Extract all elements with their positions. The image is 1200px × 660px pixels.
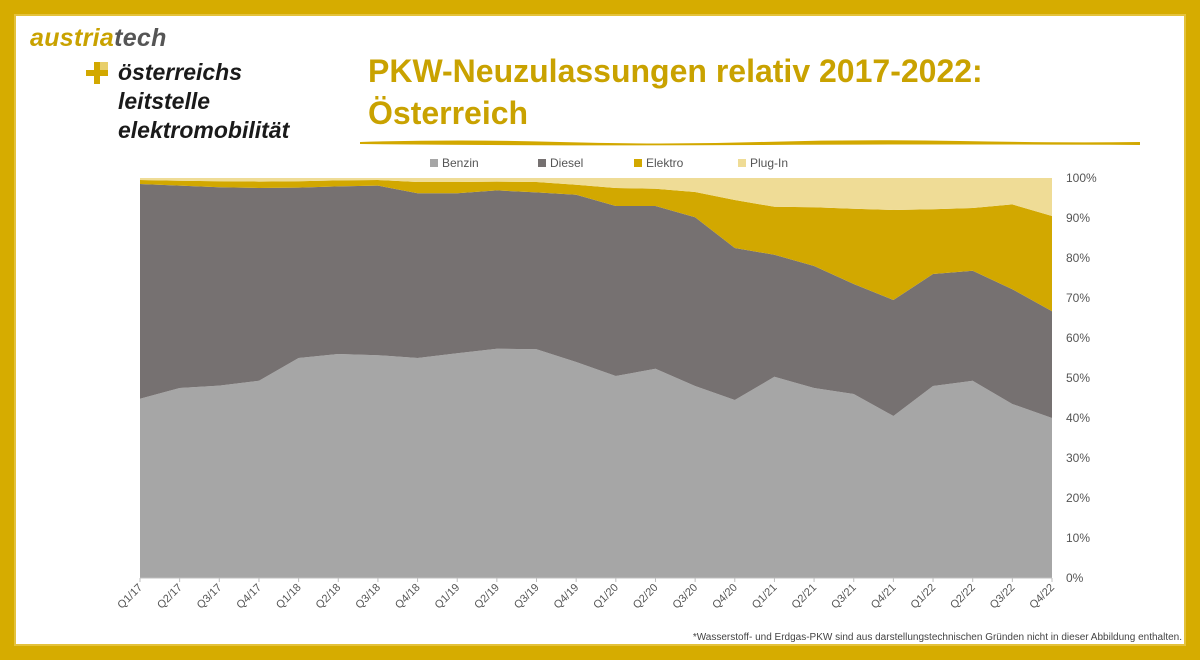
x-tick-label: Q1/20: [591, 582, 621, 612]
logo-brand-part-b: tech: [114, 24, 167, 52]
x-tick-label: Q4/18: [393, 582, 423, 612]
legend-swatch-elektro: [634, 159, 642, 167]
y-tick-label: 70%: [1066, 291, 1090, 305]
logo-line-1: österreichs: [118, 59, 243, 85]
x-tick-label: Q4/22: [1027, 582, 1057, 612]
area-benzin: [140, 348, 1052, 578]
x-tick-label: Q4/17: [234, 582, 264, 612]
x-tick-label: Q1/17: [115, 582, 145, 612]
y-tick-label: 50%: [1066, 371, 1090, 385]
area-elektro: [140, 180, 1052, 312]
x-tick-label: Q3/19: [512, 582, 542, 612]
legend-swatch-diesel: [538, 159, 546, 167]
y-tick-label: 20%: [1066, 491, 1090, 505]
x-tick-label: Q3/18: [353, 582, 383, 612]
x-tick-label: Q1/18: [274, 582, 304, 612]
x-tick-label: Q2/22: [948, 582, 978, 612]
legend-label-plug-in: Plug-In: [750, 156, 788, 170]
y-tick-label: 100%: [1066, 171, 1097, 185]
title-line-2: Österreich: [368, 95, 529, 131]
chart-areas: [140, 178, 1052, 578]
x-tick-label: Q3/22: [988, 582, 1018, 612]
x-tick-label: Q2/19: [472, 582, 502, 612]
x-tick-label: Q3/17: [195, 582, 225, 612]
x-tick-label: Q2/21: [790, 582, 820, 612]
title-underline-brush: [360, 140, 1140, 146]
footnote: *Wasserstoff- und Erdgas-PKW sind aus da…: [692, 632, 1182, 643]
plus-logo-icon: [86, 62, 108, 84]
x-tick-label: Q4/21: [869, 582, 899, 612]
y-tick-label: 10%: [1066, 531, 1090, 545]
x-tick-label: Q4/19: [552, 582, 582, 612]
y-tick-label: 40%: [1066, 411, 1090, 425]
chart-legend: Benzin Diesel Elektro Plug-In: [430, 156, 788, 170]
austriatech-logo: austriatech: [30, 24, 167, 53]
y-tick-label: 0%: [1066, 571, 1084, 585]
page-title: PKW-Neuzulassungen relativ 2017-2022: Ös…: [368, 50, 983, 134]
y-tick-label: 90%: [1066, 211, 1090, 225]
x-tick-label: Q1/19: [433, 582, 463, 612]
y-tick-label: 80%: [1066, 251, 1090, 265]
logo-brand-part-a: austria: [30, 24, 115, 52]
logo-line-2: leitstelle: [118, 88, 211, 114]
x-tick-label: Q1/21: [750, 582, 780, 612]
legend-swatch-benzin: [430, 159, 438, 167]
legend-swatch-plug-in: [738, 159, 746, 167]
x-tick-label: Q3/20: [671, 582, 701, 612]
x-axis: Q1/17 Q2/17 Q3/17 Q4/17 Q1/18 Q2/18 Q3/18 Q4/18…: [115, 577, 1057, 612]
logo-text: österreichs leitstelle elektromobilität: [118, 58, 289, 145]
area-diesel: [140, 184, 1052, 418]
x-tick-label: Q2/17: [155, 582, 185, 612]
x-tick-label: Q4/20: [710, 582, 740, 612]
legend-label-elektro: Elektro: [646, 156, 684, 170]
y-tick-label: 30%: [1066, 451, 1090, 465]
title-line-1: PKW-Neuzulassungen relativ 2017-2022:: [368, 53, 983, 89]
y-axis: 0% 10% 20% 30% 40% 50% 60% 70% 80% 90% 100%: [1066, 171, 1097, 585]
legend-label-diesel: Diesel: [550, 156, 583, 170]
x-tick-label: Q1/22: [908, 582, 938, 612]
x-tick-label: Q3/21: [829, 582, 859, 612]
y-tick-label: 60%: [1066, 331, 1090, 345]
legend-label-benzin: Benzin: [442, 156, 479, 170]
logo-line-3: elektromobilität: [118, 117, 290, 143]
x-tick-label: Q2/18: [314, 582, 344, 612]
x-tick-label: Q2/20: [631, 582, 661, 612]
area-plug-in: [140, 178, 1052, 216]
